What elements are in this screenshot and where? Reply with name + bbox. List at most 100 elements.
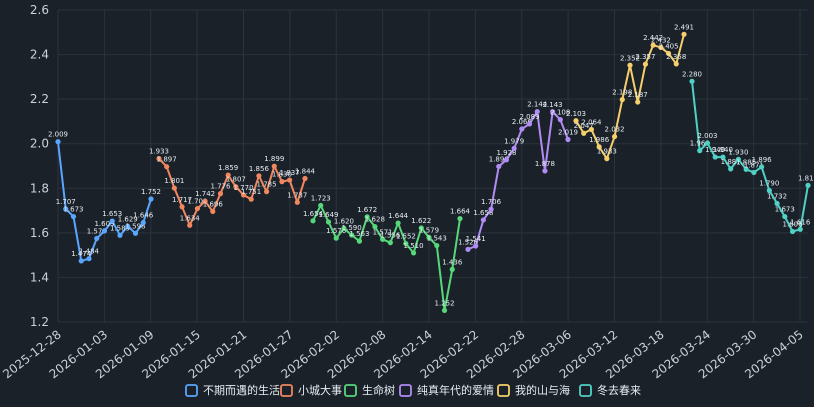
data-point[interactable] — [673, 61, 679, 67]
data-point[interactable] — [689, 78, 695, 84]
data-point[interactable] — [410, 250, 417, 256]
data-point[interactable] — [78, 258, 84, 264]
data-point[interactable] — [488, 206, 494, 212]
data-point[interactable] — [704, 140, 711, 146]
data-point[interactable] — [434, 242, 440, 249]
data-point[interactable] — [263, 189, 270, 195]
legend-item[interactable]: 不期而遇的生活 — [185, 383, 280, 397]
data-point[interactable] — [557, 117, 563, 123]
data-point[interactable] — [341, 225, 347, 231]
legend-item[interactable]: 纯真年代的爱情 — [399, 383, 494, 397]
data-point[interactable] — [565, 136, 571, 143]
data-point[interactable] — [665, 50, 672, 57]
data-point[interactable] — [256, 173, 262, 179]
legend-item[interactable]: 冬去春来 — [579, 383, 641, 397]
data-point[interactable] — [349, 232, 355, 238]
data-point[interactable] — [294, 199, 300, 205]
data-point[interactable] — [287, 177, 293, 183]
data-point[interactable] — [759, 164, 765, 170]
data-point[interactable] — [202, 198, 208, 204]
data-point[interactable] — [526, 121, 533, 127]
data-point[interactable] — [611, 133, 618, 140]
data-point[interactable] — [101, 228, 108, 234]
data-point[interactable] — [774, 200, 780, 207]
legend-item[interactable]: 小城大事 — [280, 383, 342, 397]
data-point[interactable] — [465, 246, 471, 252]
data-point[interactable] — [318, 202, 324, 209]
data-point[interactable] — [356, 238, 363, 244]
data-point[interactable] — [797, 226, 803, 232]
data-point[interactable] — [619, 96, 625, 103]
data-point[interactable] — [55, 139, 61, 145]
data-point[interactable] — [720, 154, 726, 160]
data-point[interactable] — [573, 118, 579, 124]
data-point[interactable] — [418, 225, 424, 231]
data-point[interactable] — [164, 164, 170, 170]
data-point[interactable] — [534, 109, 540, 115]
data-point[interactable] — [503, 157, 510, 163]
data-point[interactable] — [333, 235, 339, 241]
data-point[interactable] — [217, 191, 224, 197]
data-point[interactable] — [310, 218, 316, 224]
data-point[interactable] — [604, 156, 610, 162]
data-point[interactable] — [179, 204, 185, 210]
data-point[interactable] — [642, 61, 649, 67]
data-point[interactable] — [187, 222, 193, 228]
data-point[interactable] — [271, 163, 277, 169]
data-point[interactable] — [782, 213, 788, 220]
data-point[interactable] — [805, 182, 811, 188]
data-point[interactable] — [125, 223, 131, 229]
data-point[interactable] — [635, 99, 641, 105]
data-point[interactable] — [364, 214, 370, 220]
data-point[interactable] — [766, 187, 772, 194]
data-point[interactable] — [372, 224, 378, 230]
data-point[interactable] — [743, 166, 749, 172]
data-point[interactable] — [681, 31, 687, 37]
legend-item[interactable]: 生命树 — [344, 383, 395, 397]
data-point[interactable] — [480, 217, 486, 223]
data-point[interactable] — [519, 126, 525, 132]
data-point[interactable] — [94, 235, 100, 242]
legend-item[interactable]: 我的山与海 — [497, 383, 570, 397]
data-point[interactable] — [70, 213, 77, 220]
data-point[interactable] — [171, 185, 177, 191]
data-point[interactable] — [380, 236, 386, 242]
data-point[interactable] — [712, 154, 718, 160]
data-point[interactable] — [496, 163, 502, 170]
data-point[interactable] — [225, 172, 231, 178]
data-point[interactable] — [426, 234, 432, 241]
data-point[interactable] — [210, 208, 216, 215]
data-point[interactable] — [441, 307, 448, 314]
data-point[interactable] — [658, 44, 664, 51]
data-point[interactable] — [728, 166, 734, 172]
data-point[interactable] — [511, 145, 517, 151]
data-point[interactable] — [63, 206, 69, 212]
data-point[interactable] — [697, 148, 703, 154]
data-point[interactable] — [550, 109, 556, 115]
data-point[interactable] — [156, 156, 162, 162]
data-point[interactable] — [588, 126, 595, 133]
data-point[interactable] — [542, 168, 548, 174]
data-point[interactable] — [457, 215, 463, 222]
data-point[interactable] — [395, 220, 401, 226]
data-point[interactable] — [789, 228, 796, 235]
data-point[interactable] — [449, 266, 455, 273]
data-point[interactable] — [735, 156, 742, 162]
data-point[interactable] — [473, 243, 479, 249]
data-point[interactable] — [117, 232, 123, 238]
data-point[interactable] — [86, 256, 92, 262]
data-point[interactable] — [387, 240, 393, 246]
data-point[interactable] — [581, 130, 587, 136]
data-point[interactable] — [140, 220, 146, 226]
data-point[interactable] — [148, 196, 154, 202]
data-point[interactable] — [627, 62, 633, 68]
data-point[interactable] — [403, 240, 409, 247]
data-point[interactable] — [240, 192, 247, 198]
data-point[interactable] — [279, 179, 285, 185]
data-point[interactable] — [302, 175, 308, 182]
data-point[interactable] — [109, 218, 115, 224]
data-point[interactable] — [132, 230, 139, 236]
data-point[interactable] — [596, 144, 602, 150]
data-point[interactable] — [194, 205, 201, 212]
data-point[interactable] — [751, 169, 757, 176]
